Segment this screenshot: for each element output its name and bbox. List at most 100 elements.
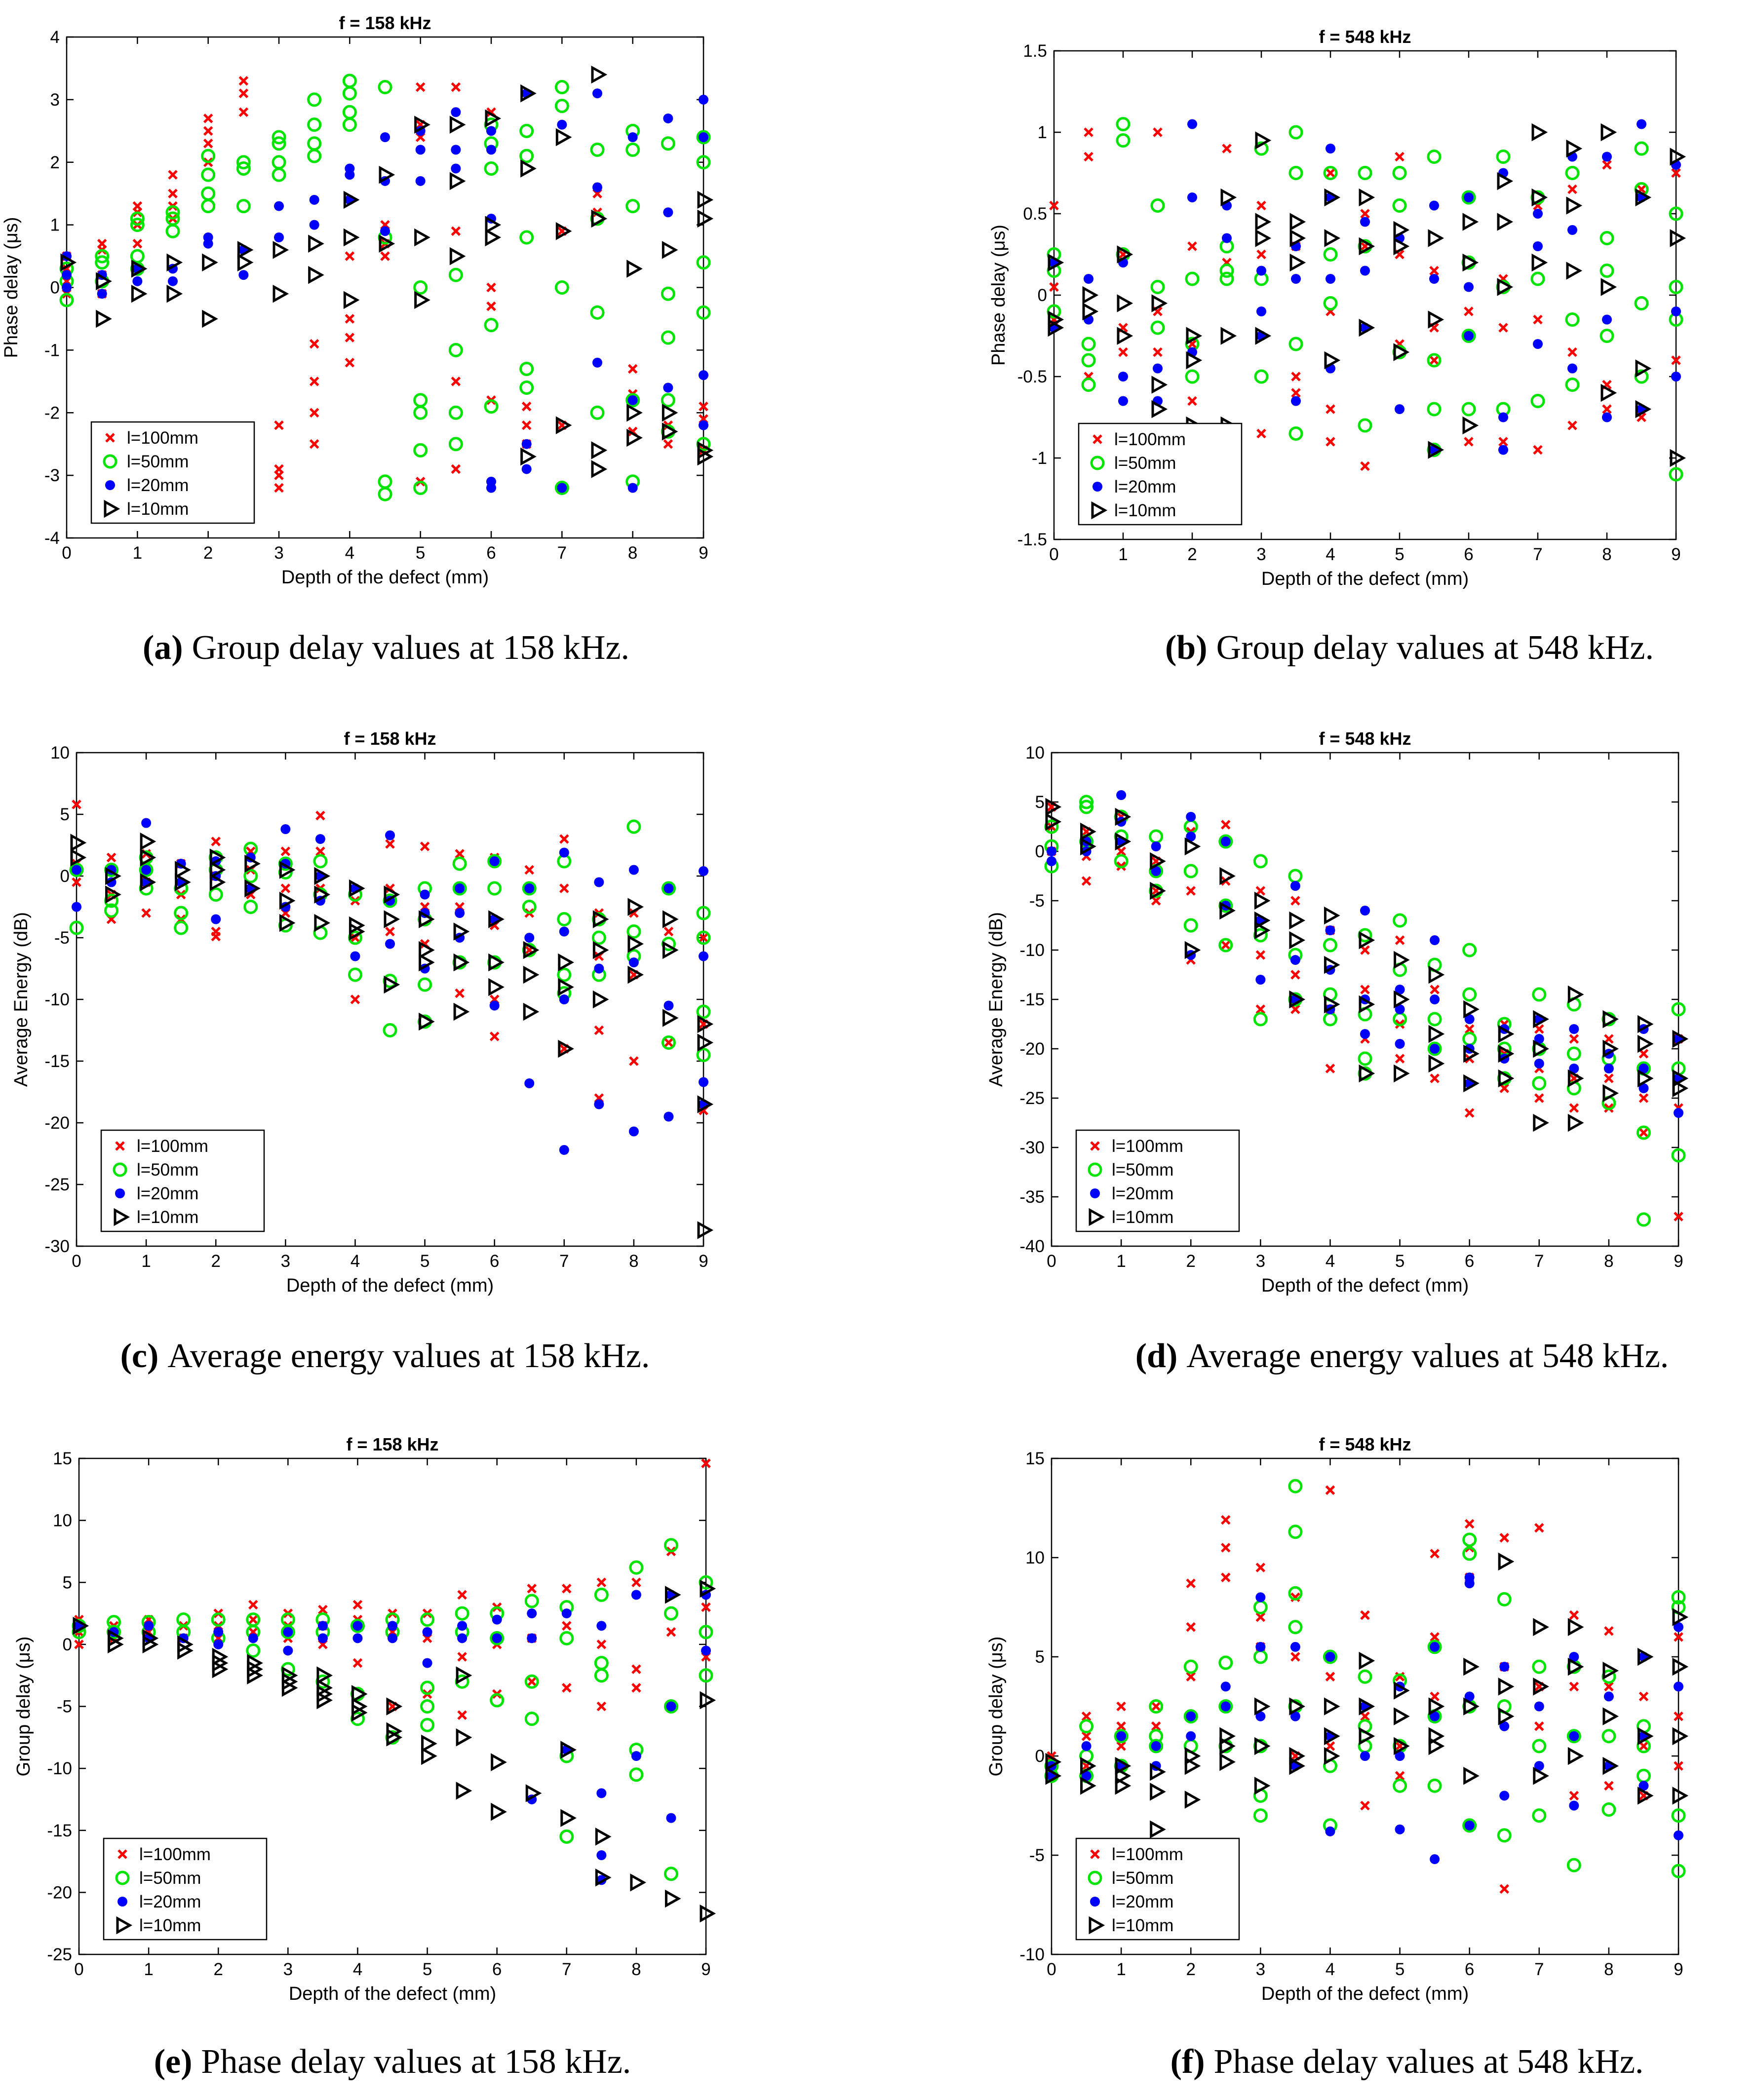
data-point [279,914,296,932]
data-point [1187,241,1197,251]
data-point [1048,253,1064,272]
data-point [1567,1657,1584,1676]
data-point [1567,347,1577,357]
data-point [488,910,505,928]
data-point [1255,229,1272,247]
caption-text: Group delay values at 548 kHz. [1216,629,1654,667]
data-point [1672,1608,1689,1626]
data-point [1499,1533,1509,1543]
data-point [1324,1697,1340,1716]
data-point [1534,1701,1544,1712]
data-point [236,161,251,176]
data-point [699,951,708,961]
legend-marker [117,1849,127,1859]
data-point [315,846,325,856]
x-tick-label: 6 [490,1252,499,1271]
data-point [697,209,714,228]
data-point [1045,1766,1062,1785]
data-point [174,906,189,920]
data-point [700,1691,716,1710]
data-point [317,1621,328,1631]
data-point [662,422,678,441]
data-points [59,65,714,501]
data-point [1429,200,1439,211]
data-point [96,309,112,328]
figure-caption: (f) Phase delay values at 548 kHz. [1171,2043,1644,2081]
x-tick-label: 9 [699,543,708,563]
data-point [1184,1791,1201,1809]
data-point [1462,1532,1477,1547]
data-point [413,443,428,458]
x-tick-label: 3 [281,1252,290,1271]
legend-marker [105,480,115,490]
data-point [1639,1128,1649,1138]
data-point [697,1095,714,1113]
data-point [142,1635,159,1654]
data-point [1671,168,1681,178]
data-point [492,1614,502,1625]
data-point [388,1621,397,1631]
data-point [1117,327,1133,345]
data-point [596,1640,607,1649]
data-point [1674,1761,1683,1771]
data-point [315,810,325,821]
data-point [307,117,322,132]
data-point [519,230,534,245]
data-point [1600,264,1614,278]
y-tick-label: -1.5 [1017,530,1047,549]
data-point [1081,876,1092,886]
data-point [1395,1771,1405,1781]
data-point [524,1594,539,1608]
data-point [144,1621,154,1631]
data-point [1325,1652,1335,1662]
data-point [1290,955,1300,965]
data-point [1392,166,1407,180]
legend-entry: l=100mm [115,1137,208,1156]
data-point [699,401,708,412]
data-point [492,1633,502,1643]
y-tick-label: -4 [44,529,60,548]
data-point [1395,404,1405,414]
legend-entry: l=100mm [1090,1137,1183,1156]
data-point [1430,1073,1440,1083]
series-l-10mm [60,65,714,478]
data-point [1600,383,1617,402]
data-point [1635,400,1652,419]
data-point [1289,990,1306,1009]
data-point [558,953,574,972]
y-tick-label: -15 [44,1052,70,1071]
data-point [486,483,496,493]
data-point [1498,1552,1515,1571]
data-point [700,1904,716,1923]
data-point [1497,172,1514,191]
data-point [520,447,537,466]
data-point [1600,278,1617,296]
legend-label: l=10mm [1112,1916,1173,1935]
x-tick-label: 9 [699,1252,708,1271]
data-point [315,834,325,844]
chart-title: f = 548 kHz [1319,1434,1411,1454]
data-point [209,861,226,879]
data-point [1219,1737,1236,1756]
data-point [385,830,395,840]
data-point [1567,225,1577,235]
data-point [1601,1802,1616,1817]
data-point [274,420,284,430]
data-point [1184,941,1201,959]
data-point [274,201,284,211]
data-point [1149,1699,1164,1714]
data-point [1637,1727,1654,1746]
y-tick-label: 1.5 [1023,41,1047,61]
data-point [1639,1691,1649,1702]
data-point [1360,266,1370,276]
data-point [1326,274,1335,284]
data-point [1118,396,1128,406]
data-point [1670,449,1686,467]
data-point [1533,339,1543,349]
y-tick-label: 10 [1025,743,1045,763]
data-point [452,856,467,871]
data-point [1464,306,1474,316]
data-point [238,270,249,280]
data-point [414,228,430,247]
data-point [456,1666,472,1684]
